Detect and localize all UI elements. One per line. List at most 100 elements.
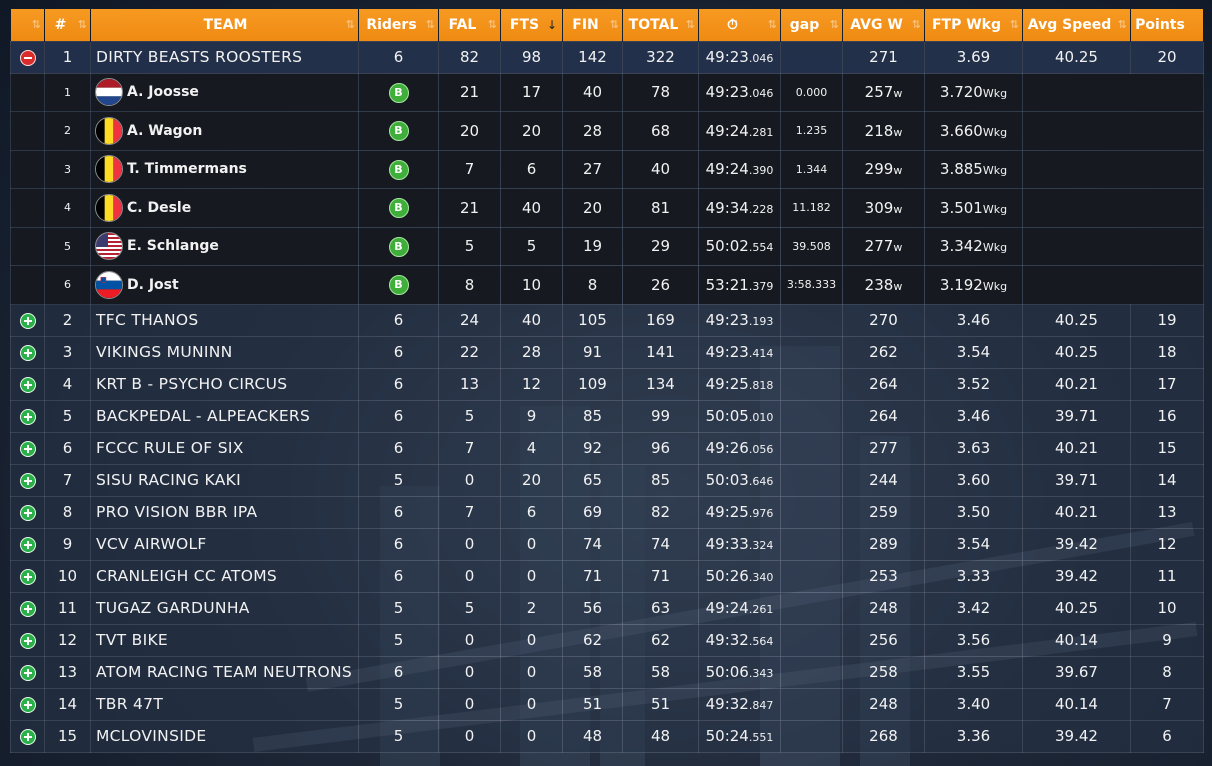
team-name[interactable]: ATOM RACING TEAM NEUTRONS	[90, 655, 359, 689]
expand-toggle[interactable]	[10, 367, 45, 401]
plus-circle-icon[interactable]	[19, 312, 36, 329]
rider-row[interactable]: 5 E. Schlange B 5 5 19 29 50:02.554 39.508 277w 3.…	[10, 226, 1204, 266]
header-avgspeed[interactable]: Avg Speed ⇅	[1022, 9, 1131, 41]
expand-toggle[interactable]	[10, 303, 45, 337]
expand-toggle[interactable]	[10, 495, 45, 529]
team-name[interactable]: MCLOVINSIDE	[90, 719, 359, 753]
team-row[interactable]: 11 TUGAZ GARDUNHA 5 5 2 56 63 49:24.261 248 3.42 4…	[10, 591, 1204, 625]
expand-toggle[interactable]	[10, 623, 45, 657]
rider-row[interactable]: 1 A. Joosse B 21 17 40 78 49:23.046 0.000 257w 3.7…	[10, 72, 1204, 112]
header-ftpwkg[interactable]: FTP Wkg ⇅	[924, 9, 1023, 41]
rider-gap: 1.235	[780, 111, 843, 151]
plus-circle-icon[interactable]	[19, 696, 36, 713]
team-fts: 6	[500, 495, 563, 529]
header-points[interactable]: Points	[1130, 9, 1204, 41]
header-total[interactable]: TOTAL ⇅	[622, 9, 699, 41]
team-name[interactable]: VIKINGS MUNINN	[90, 335, 359, 369]
header-fts[interactable]: FTS ↓	[500, 9, 563, 41]
expand-toggle[interactable]	[10, 527, 45, 561]
expand-toggle[interactable]	[10, 399, 45, 433]
team-name[interactable]: CRANLEIGH CC ATOMS	[90, 559, 359, 593]
rider-name-cell[interactable]: C. Desle	[90, 188, 359, 228]
team-row[interactable]: 2 TFC THANOS 6 24 40 105 169 49:23.193 270 3.46 40…	[10, 303, 1204, 337]
table-header: ⇅ # ⇅ TEAM ⇅ Riders ⇅ FAL ⇅ FTS ↓ FIN ⇅ TOTAL ⇅…	[10, 9, 1204, 41]
team-name[interactable]: TFC THANOS	[90, 303, 359, 337]
header-avgw[interactable]: AVG W ⇅	[842, 9, 925, 41]
team-row[interactable]: 15 MCLOVINSIDE 5 0 0 48 48 50:24.551 268 3.36 39.4…	[10, 719, 1204, 753]
team-row[interactable]: 12 TVT BIKE 5 0 0 62 62 49:32.564 256 3.56 40.14 9	[10, 623, 1204, 657]
plus-circle-icon[interactable]	[19, 408, 36, 425]
team-row[interactable]: 6 FCCC RULE OF SIX 6 7 4 92 96 49:26.056 277 3.63…	[10, 431, 1204, 465]
plus-circle-icon[interactable]	[19, 568, 36, 585]
header-riders[interactable]: Riders ⇅	[358, 9, 439, 41]
team-name[interactable]: FCCC RULE OF SIX	[90, 431, 359, 465]
collapse-toggle[interactable]	[10, 40, 45, 74]
plus-circle-icon[interactable]	[19, 632, 36, 649]
team-name[interactable]: VCV AIRWOLF	[90, 527, 359, 561]
team-gap	[780, 495, 843, 529]
expand-toggle[interactable]	[10, 559, 45, 593]
rider-name[interactable]: C. Desle	[127, 199, 192, 216]
team-name[interactable]: TUGAZ GARDUNHA	[90, 591, 359, 625]
team-row[interactable]: 10 CRANLEIGH CC ATOMS 6 0 0 71 71 50:26.340 253 3…	[10, 559, 1204, 593]
team-fin: 109	[562, 367, 623, 401]
plus-circle-icon[interactable]	[19, 728, 36, 745]
expand-toggle[interactable]	[10, 335, 45, 369]
team-name[interactable]: BACKPEDAL - ALPEACKERS	[90, 399, 359, 433]
header-fin[interactable]: FIN ⇅	[562, 9, 623, 41]
rider-row[interactable]: 2 A. Wagon B 20 20 28 68 49:24.281 1.235 218w 3.66…	[10, 111, 1204, 151]
header-fal[interactable]: FAL ⇅	[438, 9, 501, 41]
plus-circle-icon[interactable]	[19, 440, 36, 457]
rider-name-cell[interactable]: E. Schlange	[90, 226, 359, 266]
team-name[interactable]: DIRTY BEASTS ROOSTERS	[90, 40, 359, 74]
team-row[interactable]: 8 PRO VISION BBR IPA 6 7 6 69 82 49:25.976 259 3.…	[10, 495, 1204, 529]
header-time[interactable]: ⏱ ⇅	[698, 9, 781, 41]
rider-wkg-unit: Wkg	[982, 164, 1008, 178]
rider-row[interactable]: 4 C. Desle B 21 40 20 81 49:34.228 11.182 309w 3.5…	[10, 188, 1204, 228]
rider-row[interactable]: 6 D. Jost B 8 10 8 26 53:21.379 3:58.333 238w 3.19…	[10, 265, 1204, 305]
rider-name[interactable]: T. Timmermans	[127, 161, 247, 178]
plus-circle-icon[interactable]	[19, 664, 36, 681]
rider-gap: 11.182	[780, 188, 843, 228]
expand-toggle[interactable]	[10, 719, 45, 753]
plus-circle-icon[interactable]	[19, 344, 36, 361]
expand-toggle[interactable]	[10, 591, 45, 625]
team-row[interactable]: 4 KRT B - PSYCHO CIRCUS 6 13 12 109 134 49:25.8…	[10, 367, 1204, 401]
team-name[interactable]: TVT BIKE	[90, 623, 359, 657]
expand-toggle[interactable]	[10, 655, 45, 689]
expand-toggle[interactable]	[10, 463, 45, 497]
plus-circle-icon[interactable]	[19, 600, 36, 617]
header-rank[interactable]: # ⇅	[44, 9, 91, 41]
team-row[interactable]: 9 VCV AIRWOLF 6 0 0 74 74 49:33.324 289 3.54 39.42…	[10, 527, 1204, 561]
plus-circle-icon[interactable]	[19, 376, 36, 393]
team-row[interactable]: 13 ATOM RACING TEAM NEUTRONS 6 0 0 58 58 50:06.…	[10, 655, 1204, 689]
team-name[interactable]: PRO VISION BBR IPA	[90, 495, 359, 529]
header-expand[interactable]: ⇅	[10, 9, 45, 41]
rider-name-cell[interactable]: A. Wagon	[90, 111, 359, 151]
rider-name[interactable]: E. Schlange	[127, 238, 219, 255]
team-row[interactable]: 7 SISU RACING KAKI 5 0 20 65 85 50:03.646 244 3.6…	[10, 463, 1204, 497]
plus-circle-icon[interactable]	[19, 504, 36, 521]
team-name[interactable]: SISU RACING KAKI	[90, 463, 359, 497]
team-name[interactable]: TBR 47T	[90, 687, 359, 721]
team-name[interactable]: KRT B - PSYCHO CIRCUS	[90, 367, 359, 401]
rider-name-cell[interactable]: A. Joosse	[90, 72, 359, 112]
team-row[interactable]: 3 VIKINGS MUNINN 6 22 28 91 141 49:23.414 262 3.5…	[10, 335, 1204, 369]
rider-name-cell[interactable]: D. Jost	[90, 265, 359, 305]
header-team[interactable]: TEAM ⇅	[90, 9, 359, 41]
rider-name[interactable]: A. Joosse	[127, 84, 199, 101]
minus-circle-icon[interactable]	[19, 49, 36, 66]
rider-name[interactable]: A. Wagon	[127, 122, 203, 139]
expand-toggle[interactable]	[10, 431, 45, 465]
team-row[interactable]: 14 TBR 47T 5 0 0 51 51 49:32.847 248 3.40 40.14 7	[10, 687, 1204, 721]
header-gap[interactable]: gap ⇅	[780, 9, 843, 41]
expand-toggle[interactable]	[10, 687, 45, 721]
plus-circle-icon[interactable]	[19, 472, 36, 489]
rider-name[interactable]: D. Jost	[127, 276, 179, 293]
plus-circle-icon[interactable]	[19, 536, 36, 553]
rider-row[interactable]: 3 T. Timmermans B 7 6 27 40 49:24.390 1.344 299w 3…	[10, 149, 1204, 189]
rider-name-cell[interactable]: T. Timmermans	[90, 149, 359, 189]
team-row-expanded[interactable]: 1 DIRTY BEASTS ROOSTERS 6 82 98 142 322 …	[10, 40, 1204, 74]
team-row[interactable]: 5 BACKPEDAL - ALPEACKERS 6 5 9 85 99 50:05.010 2…	[10, 399, 1204, 433]
team-fal: 0	[438, 719, 501, 753]
